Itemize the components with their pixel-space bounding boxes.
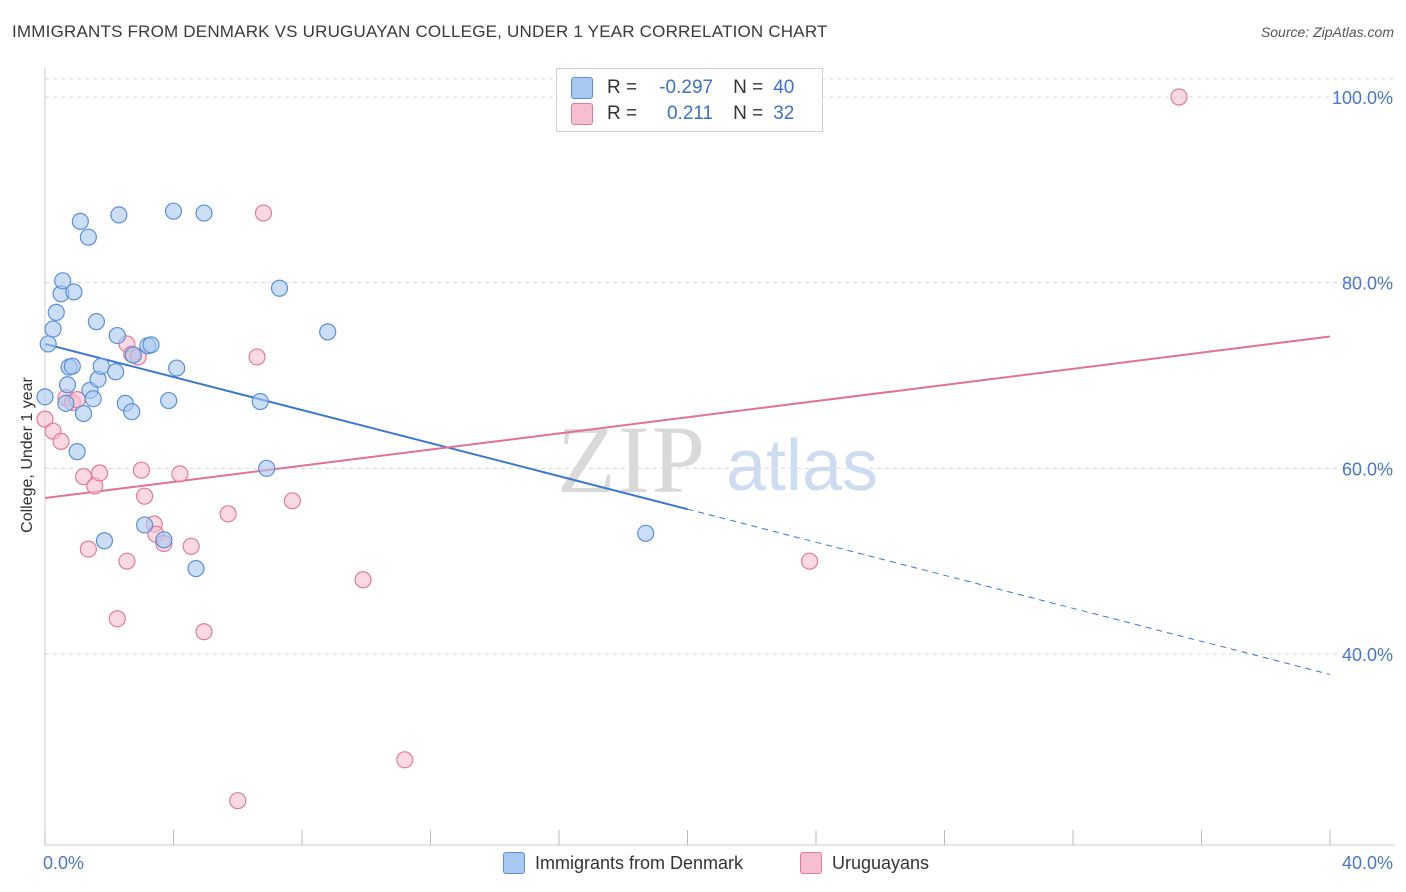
legend-swatch-uruguayans (571, 103, 593, 125)
point-uruguayans (108, 610, 126, 628)
point-uruguayans (396, 751, 414, 769)
data-points (36, 88, 1188, 810)
point-uruguayans (229, 792, 247, 810)
point-uruguayans (800, 552, 819, 570)
point-denmark (68, 443, 86, 461)
legend-r-value: -0.297 (659, 77, 714, 98)
legend-swatch-uruguayans (800, 852, 822, 874)
point-uruguayans (52, 432, 70, 451)
point-denmark (39, 335, 57, 353)
point-uruguayans (91, 464, 109, 482)
legend-r-label: R = (607, 77, 638, 98)
point-uruguayans (354, 571, 372, 589)
point-denmark (160, 391, 178, 410)
point-uruguayans (74, 468, 93, 486)
point-denmark (123, 403, 141, 421)
point-denmark (108, 326, 126, 345)
x-tick-label: 40.0% (1342, 853, 1393, 873)
point-denmark (95, 532, 114, 550)
y-tick-label: 100.0% (1332, 88, 1393, 108)
watermark-atlas: atlas (726, 426, 878, 506)
point-denmark (258, 459, 276, 477)
legend-label-denmark: Immigrants from Denmark (535, 852, 744, 873)
legend-r-value: 0.211 (666, 103, 714, 124)
legend-row-denmark: R = -0.297 N = 40 (571, 75, 794, 101)
point-denmark (195, 204, 213, 222)
legend-item-uruguayans[interactable]: Uruguayans (800, 852, 929, 874)
watermark-zip: ZIP (557, 406, 707, 513)
point-denmark (124, 346, 142, 364)
legend-n-label: N = (733, 103, 764, 124)
point-denmark (74, 404, 93, 423)
point-denmark (319, 323, 337, 341)
tick-labels: 40.0% 60.0% 80.0% 100.0% 0.0% 40.0% (43, 88, 1393, 873)
legend-label-uruguayans: Uruguayans (832, 852, 930, 873)
legend-swatch-denmark (503, 852, 525, 874)
source-label: Source: ZipAtlas.com (1260, 24, 1394, 40)
point-denmark (47, 303, 65, 321)
y-tick-label: 80.0% (1342, 274, 1393, 294)
point-denmark (164, 202, 183, 220)
point-uruguayans (219, 505, 237, 523)
point-denmark (155, 531, 173, 549)
legend-r-label: R = (607, 103, 638, 124)
point-uruguayans (248, 348, 266, 366)
point-uruguayans (254, 204, 273, 222)
point-uruguayans (195, 623, 213, 641)
point-denmark (63, 357, 81, 375)
point-uruguayans (182, 537, 200, 555)
legend-row-uruguayans: R = 0.211 N = 32 (571, 101, 794, 127)
series-legend: Immigrants from Denmark Uruguayans (0, 852, 1406, 878)
point-denmark (44, 320, 62, 338)
point-denmark (65, 283, 83, 301)
point-denmark (187, 559, 205, 578)
point-denmark (107, 363, 125, 381)
y-tick-label: 40.0% (1342, 645, 1393, 665)
point-uruguayans (132, 461, 150, 479)
point-denmark (270, 279, 289, 297)
point-denmark (79, 228, 97, 246)
point-uruguayans (135, 487, 154, 505)
point-denmark (135, 516, 154, 534)
point-denmark (84, 390, 102, 408)
point-uruguayans (118, 552, 136, 570)
x-tick-label: 0.0% (43, 853, 84, 873)
point-denmark (251, 392, 269, 411)
correlation-legend: R = -0.297 N = 40 R = 0.211 N = 32 (556, 68, 823, 132)
point-denmark (142, 336, 160, 354)
point-denmark (168, 359, 186, 377)
point-denmark (58, 376, 77, 394)
legend-swatch-denmark (571, 77, 593, 99)
axes (44, 68, 1395, 846)
point-uruguayans (283, 492, 301, 510)
point-denmark (71, 212, 89, 230)
point-denmark (110, 206, 128, 224)
watermark: ZIP atlas (557, 406, 878, 513)
chart-title: IMMIGRANTS FROM DENMARK VS URUGUAYAN COL… (12, 22, 828, 41)
legend-n-value: 32 (773, 103, 795, 124)
point-denmark (36, 388, 54, 406)
legend-n-label: N = (733, 77, 764, 98)
point-uruguayans (79, 540, 97, 558)
point-denmark (57, 394, 75, 412)
point-uruguayans (1170, 88, 1188, 106)
trend-line-denmark (44, 342, 688, 511)
point-denmark (637, 524, 655, 542)
point-denmark (92, 357, 110, 375)
point-denmark (54, 272, 72, 290)
point-denmark (87, 313, 106, 331)
point-uruguayans (36, 410, 54, 428)
y-tick-label: 60.0% (1342, 459, 1393, 479)
trend-line-denmark-extension (687, 508, 1331, 675)
point-uruguayans (171, 465, 189, 483)
legend-n-value: 40 (773, 77, 795, 98)
gridlines (45, 78, 1395, 655)
legend-item-denmark[interactable]: Immigrants from Denmark (503, 852, 743, 874)
